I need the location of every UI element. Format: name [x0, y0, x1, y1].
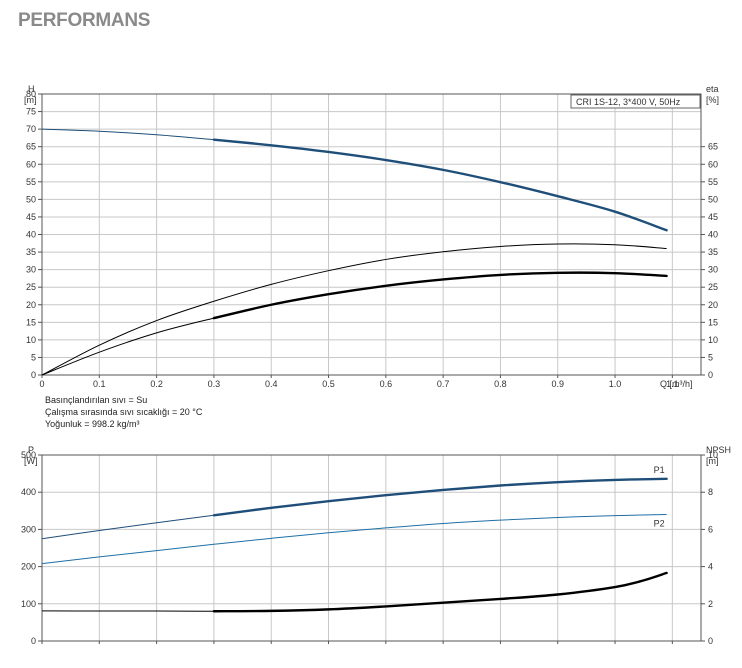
series-line-head [41, 128, 667, 231]
model-label: CRI 1S-12, 3*400 V, 50Hz [576, 97, 681, 107]
x-axis-label: Q [m³/h] [660, 379, 693, 389]
y-tick-label: 60 [26, 159, 36, 169]
x-tick-label: 0.6 [380, 379, 393, 389]
y2-tick-label: 4 [708, 562, 713, 572]
y-axis-unit: [m] [24, 95, 37, 105]
y-tick-label: 75 [26, 107, 36, 117]
x-tick-label: 0.2 [150, 379, 163, 389]
grid [42, 94, 701, 375]
page-title: PERFORMANS [18, 10, 151, 31]
x-tick-label: 1.0 [609, 379, 622, 389]
x-tick-label: 0.3 [208, 379, 221, 389]
y-axis-label: H [28, 84, 35, 94]
y-tick-label: 400 [21, 487, 36, 497]
series-operating-range-npsh [212, 571, 668, 613]
y2-axis-unit: [%] [706, 95, 719, 105]
series-line-eta [41, 272, 667, 376]
y2-tick-label: 0 [708, 636, 713, 646]
y2-tick-label: 20 [708, 300, 718, 310]
y2-tick-label: 60 [708, 159, 718, 169]
x-tick-label: 0.8 [494, 379, 507, 389]
y2-tick-label: 8 [708, 487, 713, 497]
y2-tick-label: 40 [708, 230, 718, 240]
series-operating-range-head [212, 138, 668, 232]
y2-axis-unit: [m] [706, 456, 719, 466]
x-tick-label: 0.9 [551, 379, 564, 389]
y-tick-label: 55 [26, 177, 36, 187]
model-label-box [570, 94, 701, 109]
y2-tick-label: 2 [708, 599, 713, 609]
x-tick-label: 1.1 [666, 379, 679, 389]
y2-tick-label: 25 [708, 282, 718, 292]
y-axis-label: P [28, 445, 34, 455]
y-tick-label: 300 [21, 524, 36, 534]
y2-tick-label: 45 [708, 212, 718, 222]
x-tick-label: 0 [39, 379, 44, 389]
y2-tick-label: 5 [708, 352, 713, 362]
y2-tick-label: 35 [708, 247, 718, 257]
x-tick-label: 0.1 [93, 379, 106, 389]
x-tick-label: 0.7 [437, 379, 450, 389]
y-tick-label: 10 [26, 335, 36, 345]
chart-note: Yoğunluk = 998.2 kg/m³ [45, 419, 139, 429]
series-line-eta-thin [41, 243, 667, 376]
y2-tick-label: 15 [708, 317, 718, 327]
y-axis-unit: [W] [24, 456, 38, 466]
y-tick-label: 100 [21, 599, 36, 609]
y2-tick-label: 10 [708, 450, 718, 460]
y-tick-label: 0 [31, 636, 36, 646]
series-operating-range-P1 [212, 477, 668, 517]
y2-tick-label: 65 [708, 142, 718, 152]
x-tick-label: 0.4 [265, 379, 278, 389]
y-tick-label: 50 [26, 194, 36, 204]
chart-note: Çalışma sırasında sıvı sıcaklığı = 20 °C [45, 407, 203, 417]
y2-axis-label: NPSH [706, 445, 731, 455]
power-npsh-chart: 0 100 200 300 400 500 0 2 4 6 8 10 P[W] NPSH[m] P1 P2 [21, 445, 731, 646]
y2-tick-label: 0 [708, 370, 713, 380]
series-label-P2: P2 [654, 519, 665, 529]
y2-tick-label: 10 [708, 335, 718, 345]
y-tick-label: 40 [26, 230, 36, 240]
x-tick-label: 0.5 [322, 379, 335, 389]
y-tick-label: 20 [26, 300, 36, 310]
plot-frame [41, 454, 702, 642]
series-label-P1: P1 [654, 465, 665, 475]
y-tick-label: 70 [26, 124, 36, 134]
y-tick-label: 45 [26, 212, 36, 222]
y-tick-label: 500 [21, 450, 36, 460]
y-tick-label: 200 [21, 562, 36, 572]
y-tick-label: 65 [26, 142, 36, 152]
y2-axis-label: eta [706, 84, 719, 94]
grid [42, 455, 701, 641]
y-tick-label: 5 [31, 352, 36, 362]
y2-tick-label: 50 [708, 194, 718, 204]
y-tick-label: 35 [26, 247, 36, 257]
y-tick-label: 30 [26, 265, 36, 275]
y-tick-label: 25 [26, 282, 36, 292]
head-efficiency-chart: 0 5 10 15 20 25 30 35 40 45 50 55 60 65 70 75 80 0 5 10 15 20… [24, 84, 719, 429]
y-tick-label: 0 [31, 370, 36, 380]
y2-tick-label: 30 [708, 265, 718, 275]
y2-tick-label: 55 [708, 177, 718, 187]
y-tick-label: 80 [26, 89, 36, 99]
series-operating-range-eta [212, 271, 668, 320]
chart-note: Basınçlandırılan sıvı = Su [45, 395, 147, 405]
series-line-P2 [41, 514, 667, 565]
y-tick-label: 15 [26, 317, 36, 327]
y2-tick-label: 6 [708, 524, 713, 534]
